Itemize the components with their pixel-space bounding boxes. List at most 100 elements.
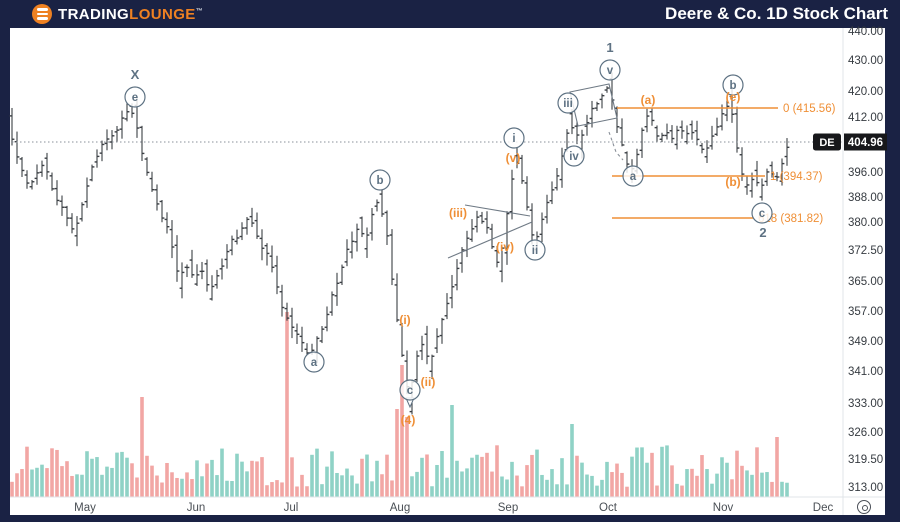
wave-label-circled-b[interactable]: b <box>722 74 744 96</box>
trendline[interactable] <box>447 221 533 259</box>
wave-label-orange-(e)[interactable]: (e) <box>726 90 741 104</box>
volume-bar <box>620 472 624 497</box>
price-tick-label[interactable]: 319.50 <box>848 454 883 466</box>
price-tick-label[interactable]: 326.00 <box>848 427 883 439</box>
volume-bar <box>430 486 434 497</box>
volume-bar <box>710 483 714 497</box>
month-label-May[interactable]: May <box>74 502 96 514</box>
wave-label-2[interactable]: 2 <box>759 225 766 240</box>
wave-label-circled-ii[interactable]: ii <box>524 239 546 261</box>
volume-bar <box>695 475 699 497</box>
volume-bar <box>370 481 374 497</box>
wave-label-circled-iv[interactable]: iv <box>563 145 585 167</box>
wave-label-circled-i[interactable]: i <box>503 127 525 149</box>
wave-label-circled-b[interactable]: b <box>369 169 391 191</box>
label-text: iii <box>563 98 573 110</box>
price-tick-label[interactable]: 365.00 <box>848 276 883 288</box>
candle <box>124 103 130 122</box>
trendline[interactable] <box>464 204 531 217</box>
month-label-Sep[interactable]: Sep <box>498 502 518 514</box>
last-price-text: 404.96 <box>848 137 883 149</box>
fib-label[interactable]: 618 (381.82) <box>758 213 823 225</box>
volume-bar <box>660 446 664 497</box>
candle <box>19 157 25 177</box>
candle <box>604 86 610 93</box>
wave-label-circled-iii[interactable]: iii <box>557 92 579 114</box>
label-text: c <box>407 385 414 397</box>
volume-bar <box>490 471 494 497</box>
wave-label-orange-(b)[interactable]: (b) <box>725 175 740 189</box>
price-tick-label[interactable]: 380.00 <box>848 217 883 229</box>
wave-label-circled-c[interactable]: c <box>751 202 773 224</box>
price-tick-label[interactable]: 341.00 <box>848 366 883 378</box>
wave-label-circled-v[interactable]: v <box>599 59 621 81</box>
candle <box>74 216 80 247</box>
candle <box>209 275 215 301</box>
wave-label-circled-e[interactable]: e <box>124 86 146 108</box>
wave-label-circled-a[interactable]: a <box>303 351 325 373</box>
volume-bar <box>265 485 269 497</box>
candle <box>649 108 655 126</box>
price-tick-label[interactable]: 388.00 <box>848 192 883 204</box>
price-tick-label[interactable]: 357.00 <box>848 306 883 318</box>
volume-bar <box>325 466 329 497</box>
wave-label-orange-(4)[interactable]: (4) <box>401 413 416 427</box>
wave-label-orange-(v)[interactable]: (v) <box>506 151 521 165</box>
volume-bar <box>635 447 639 497</box>
price-tick-label[interactable]: 430.00 <box>848 55 883 67</box>
price-tick-label[interactable]: 440.00 <box>848 26 883 38</box>
month-label-Oct[interactable]: Oct <box>599 502 618 514</box>
candle <box>549 181 555 205</box>
candle <box>329 291 335 316</box>
candle <box>644 108 650 133</box>
month-label-Jul[interactable]: Jul <box>284 502 299 514</box>
volume-bar <box>545 479 549 497</box>
volume-bar <box>360 458 364 497</box>
month-label-Jun[interactable]: Jun <box>187 502 206 514</box>
wave-label-X[interactable]: X <box>131 67 140 82</box>
settings-gear-icon[interactable] <box>857 500 871 514</box>
price-tick-label[interactable]: 372.50 <box>848 245 883 257</box>
wave-label-orange-(ii)[interactable]: (ii) <box>421 375 436 389</box>
price-tick-label[interactable]: 333.00 <box>848 398 883 410</box>
fib-label[interactable]: 1 (394.37) <box>770 171 823 183</box>
wave-label-circled-c[interactable]: c <box>399 379 421 409</box>
volume-bar <box>80 474 84 497</box>
volume-bar <box>705 469 709 497</box>
price-tick-label[interactable]: 396.00 <box>848 167 883 179</box>
wave-label-1[interactable]: 1 <box>606 40 613 55</box>
candle <box>189 249 195 278</box>
projection-dashed-arrow[interactable] <box>608 131 624 161</box>
wave-channel[interactable] <box>569 83 618 127</box>
brand-trading: TRADING <box>58 5 130 23</box>
fib-label[interactable]: 0 (415.56) <box>783 103 836 115</box>
volume-bar <box>255 461 259 497</box>
candle <box>499 246 505 283</box>
candle <box>504 211 510 265</box>
wave-label-orange-(i)[interactable]: (i) <box>399 313 410 327</box>
volume-bar <box>135 477 139 497</box>
volume-bar <box>380 474 384 497</box>
wave-label-orange-(iii)[interactable]: (iii) <box>449 206 467 220</box>
volume-bar <box>730 479 734 497</box>
label-text: c <box>759 208 766 220</box>
candle <box>294 323 300 344</box>
wave-label-circled-a[interactable]: a <box>622 165 644 187</box>
candle <box>599 93 605 109</box>
wave-label-orange-(a)[interactable]: (a) <box>641 93 656 107</box>
wave-label-orange-(iv)[interactable]: (iv) <box>496 240 514 254</box>
price-tick-label[interactable]: 412.00 <box>848 112 883 124</box>
candle <box>429 354 435 380</box>
candle <box>324 306 330 332</box>
candle <box>344 239 350 267</box>
price-tick-label[interactable]: 313.00 <box>848 482 883 494</box>
volume-bar <box>280 482 284 497</box>
trading-lounge-logo[interactable]: TRADINGLOUNGE™ <box>32 4 203 24</box>
candle <box>419 335 425 361</box>
month-label-Aug[interactable]: Aug <box>390 502 410 514</box>
price-tick-label[interactable]: 349.00 <box>848 336 883 348</box>
price-tick-label[interactable]: 420.00 <box>848 86 883 98</box>
month-label-Nov[interactable]: Nov <box>713 502 734 514</box>
month-label-Dec[interactable]: Dec <box>813 502 834 514</box>
